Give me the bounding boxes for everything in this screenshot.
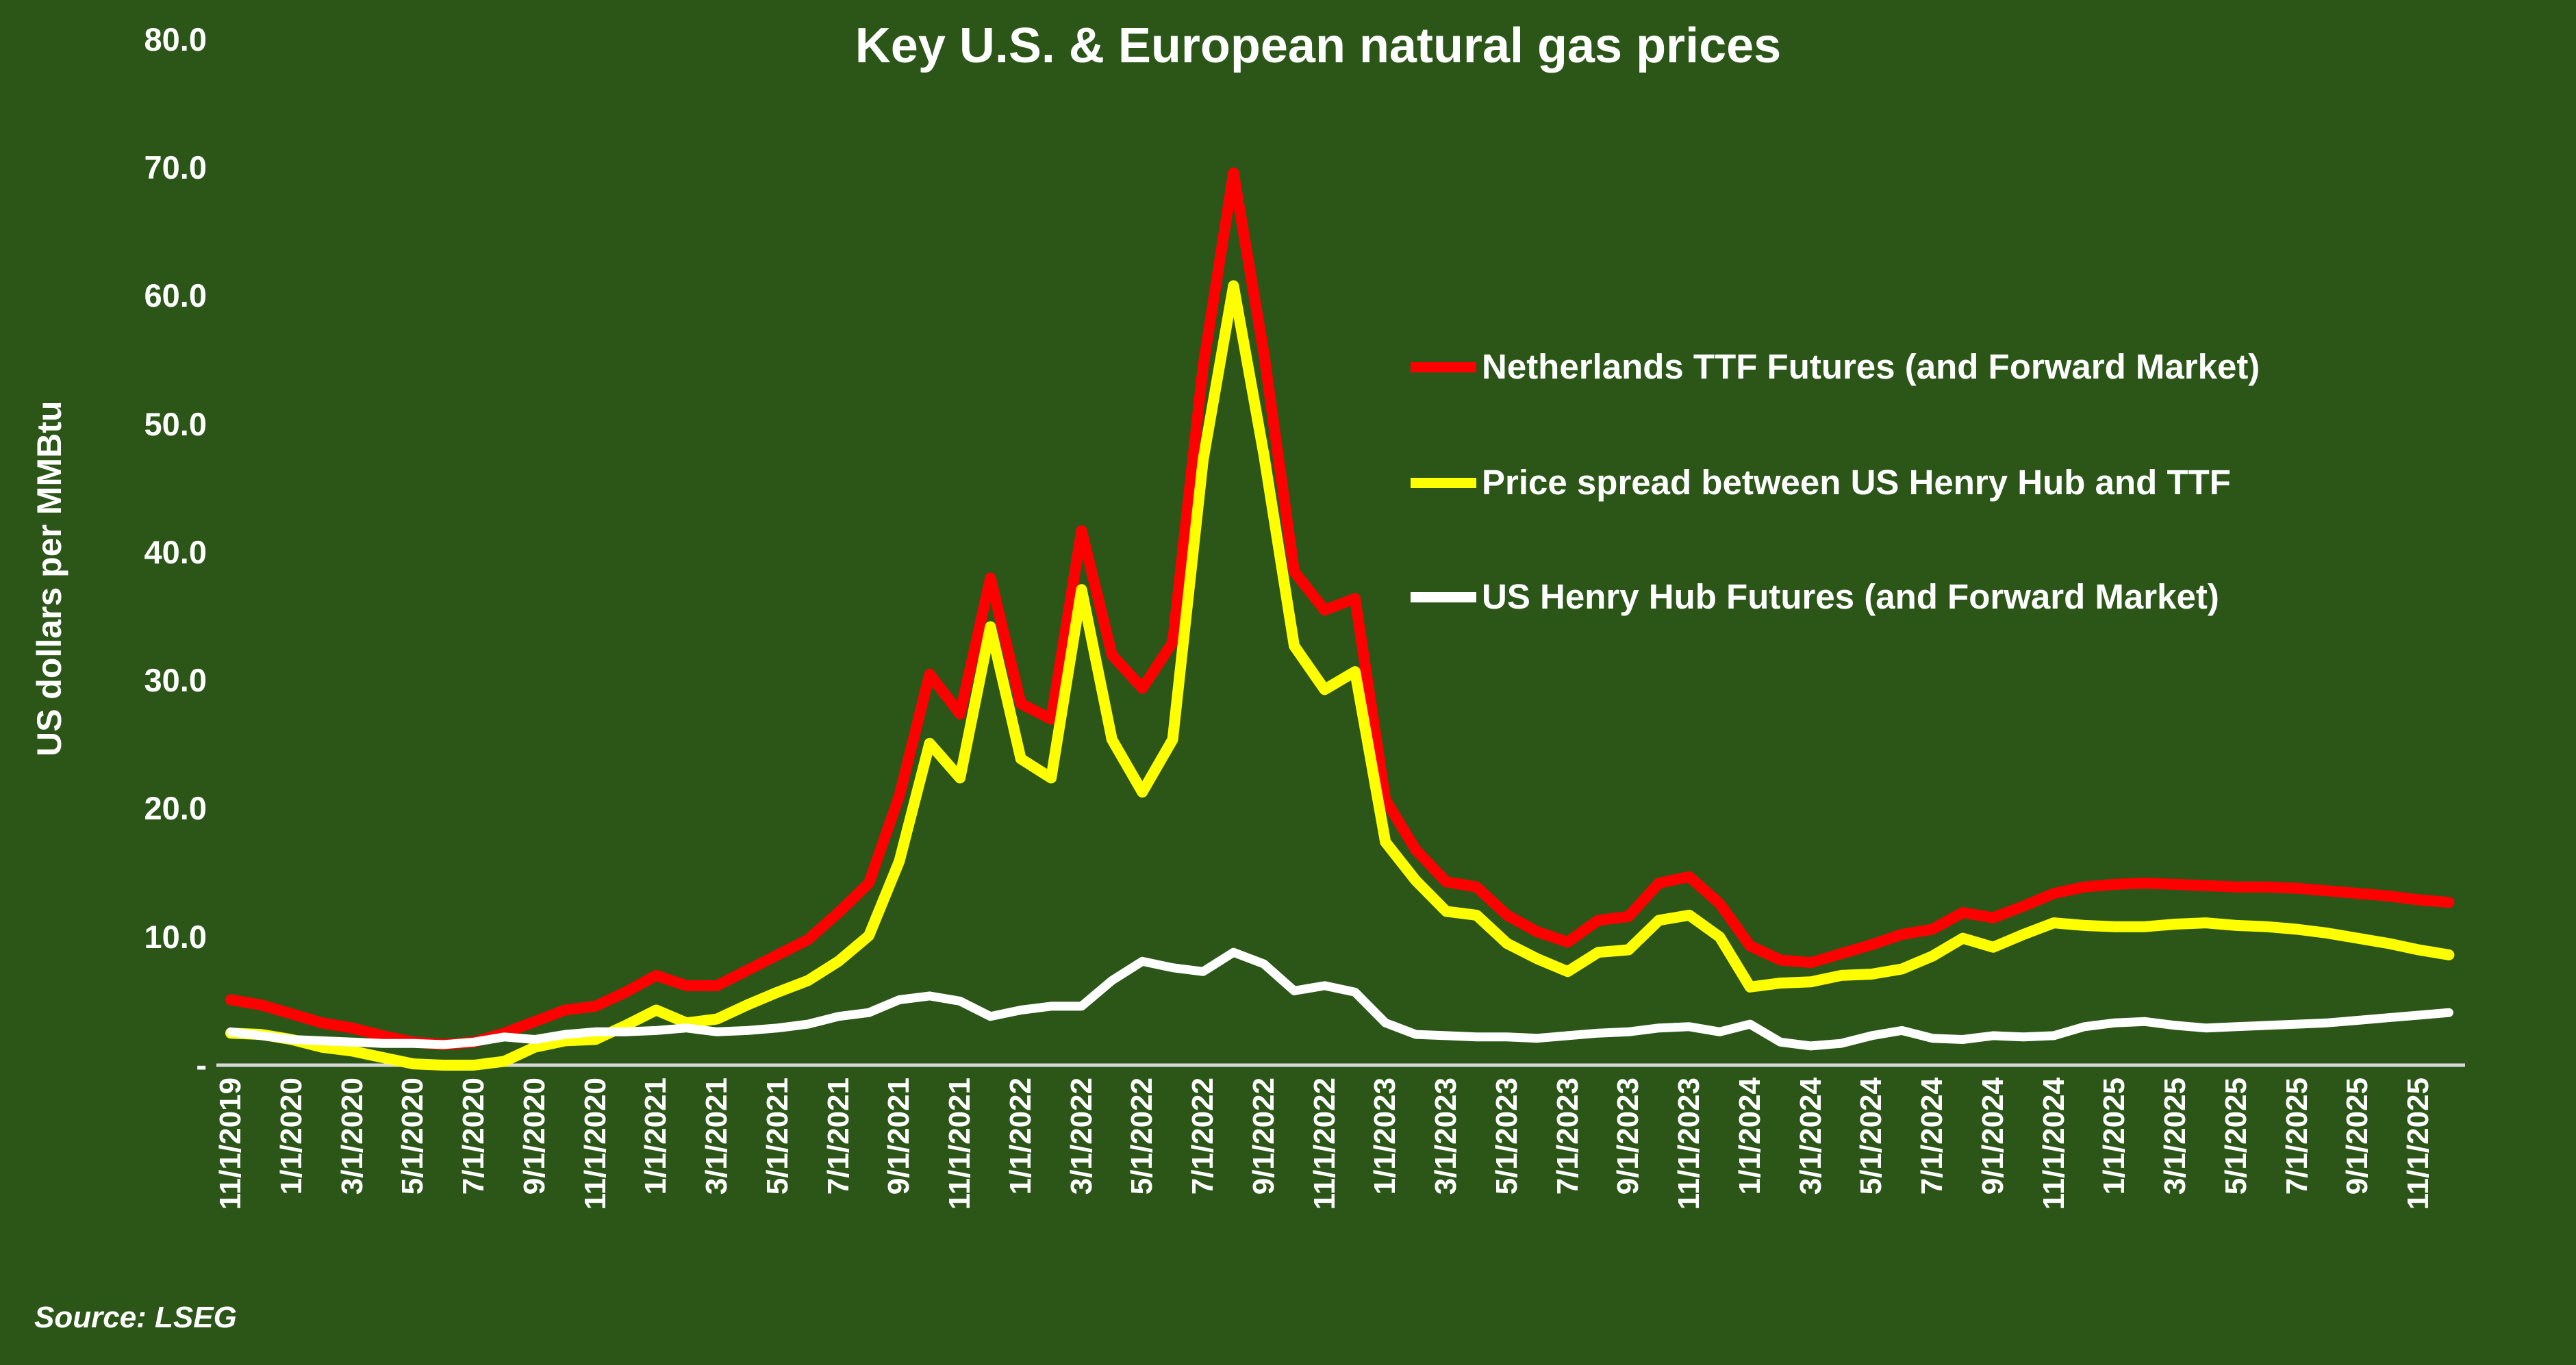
x-axis-tick: 7/1/2024: [1915, 1077, 1949, 1195]
x-axis-tick: 11/1/2020: [578, 1077, 612, 1210]
y-axis-tick: 50.0: [144, 405, 207, 442]
x-axis-tick: 9/1/2022: [1246, 1077, 1280, 1195]
ttf-line-swatch-icon: [1411, 361, 1476, 372]
x-axis-tick: 11/1/2025: [2401, 1077, 2435, 1210]
legend-label-spread: Price spread between US Henry Hub and TT…: [1482, 463, 2231, 502]
x-axis-tick: 3/1/2020: [335, 1077, 369, 1195]
x-axis-tick: 1/1/2020: [274, 1077, 308, 1195]
x-axis-tick: 3/1/2024: [1793, 1077, 1828, 1195]
spread-line-swatch-icon: [1411, 477, 1476, 488]
y-axis-tick: 40.0: [144, 533, 207, 570]
x-axis-tick: 11/1/2024: [2036, 1077, 2071, 1210]
legend-label-henry-hub: US Henry Hub Futures (and Forward Market…: [1482, 577, 2219, 616]
x-axis-tick: 9/1/2023: [1611, 1077, 1645, 1195]
henry-hub-line: [226, 947, 2453, 1051]
x-axis-tick: 3/1/2021: [700, 1077, 733, 1195]
x-axis-tick: 9/1/2021: [882, 1077, 916, 1195]
x-axis-tick: 5/1/2025: [2219, 1077, 2253, 1195]
x-axis-tick: 3/1/2022: [1064, 1077, 1098, 1195]
chart-title: Key U.S. & European natural gas prices: [855, 18, 1782, 73]
y-axis-tick: 30.0: [144, 662, 207, 699]
legend-label-ttf: Netherlands TTF Futures (and Forward Mar…: [1482, 347, 2260, 386]
x-axis-tick: 7/1/2021: [821, 1077, 855, 1195]
x-axis-tick: 5/1/2024: [1854, 1077, 1889, 1195]
x-axis-tick: 11/1/2022: [1307, 1077, 1341, 1210]
x-axis-tick: 9/1/2020: [517, 1077, 551, 1195]
x-axis-tick: 5/1/2020: [396, 1077, 430, 1195]
x-axis-tick: 7/1/2022: [1186, 1077, 1220, 1195]
x-axis-tick: 3/1/2025: [2158, 1077, 2192, 1195]
legend-item-spread: Price spread between US Henry Hub and TT…: [1411, 463, 2231, 502]
x-axis-tick: 1/1/2022: [1003, 1077, 1037, 1195]
x-axis-tick: 9/1/2024: [1975, 1077, 2010, 1195]
x-axis-tick: 11/1/2019: [214, 1077, 247, 1210]
x-axis-tick: 7/1/2025: [2280, 1077, 2314, 1195]
x-axis-tick: 3/1/2023: [1429, 1077, 1463, 1195]
x-axis-tick: 7/1/2020: [457, 1077, 490, 1195]
x-axis-tick: 5/1/2022: [1125, 1077, 1159, 1195]
legend-item-henry-hub: US Henry Hub Futures (and Forward Market…: [1411, 578, 2219, 616]
y-axis-tick: 70.0: [144, 149, 207, 186]
x-axis-tick: 11/1/2021: [943, 1077, 976, 1210]
x-axis-tick: 7/1/2023: [1550, 1077, 1584, 1195]
legend-item-ttf: Netherlands TTF Futures (and Forward Mar…: [1411, 348, 2260, 386]
x-axis-tick: 1/1/2024: [1732, 1077, 1767, 1195]
spread-line: [225, 280, 2455, 1071]
x-axis-tick: 11/1/2023: [1672, 1077, 1706, 1210]
henry-hub-line-swatch-icon: [1411, 591, 1476, 602]
ttf-line: [225, 167, 2455, 1050]
y-axis-tick: 10.0: [144, 918, 207, 955]
x-axis-tick: 1/1/2025: [2097, 1077, 2132, 1195]
x-axis-tick: 1/1/2023: [1368, 1077, 1402, 1195]
y-axis-tick: 60.0: [144, 277, 207, 314]
y-axis-tick: 80.0: [144, 21, 207, 58]
x-axis-tick: 5/1/2023: [1489, 1077, 1524, 1195]
x-axis-tick: 5/1/2021: [760, 1077, 794, 1195]
y-axis-tick: 20.0: [144, 790, 207, 827]
source-note: Source: LSEG: [34, 1301, 237, 1334]
x-axis-tick: 1/1/2021: [639, 1077, 673, 1195]
y-axis-tick: -: [196, 1047, 207, 1083]
x-axis-tick: 9/1/2025: [2340, 1077, 2375, 1195]
